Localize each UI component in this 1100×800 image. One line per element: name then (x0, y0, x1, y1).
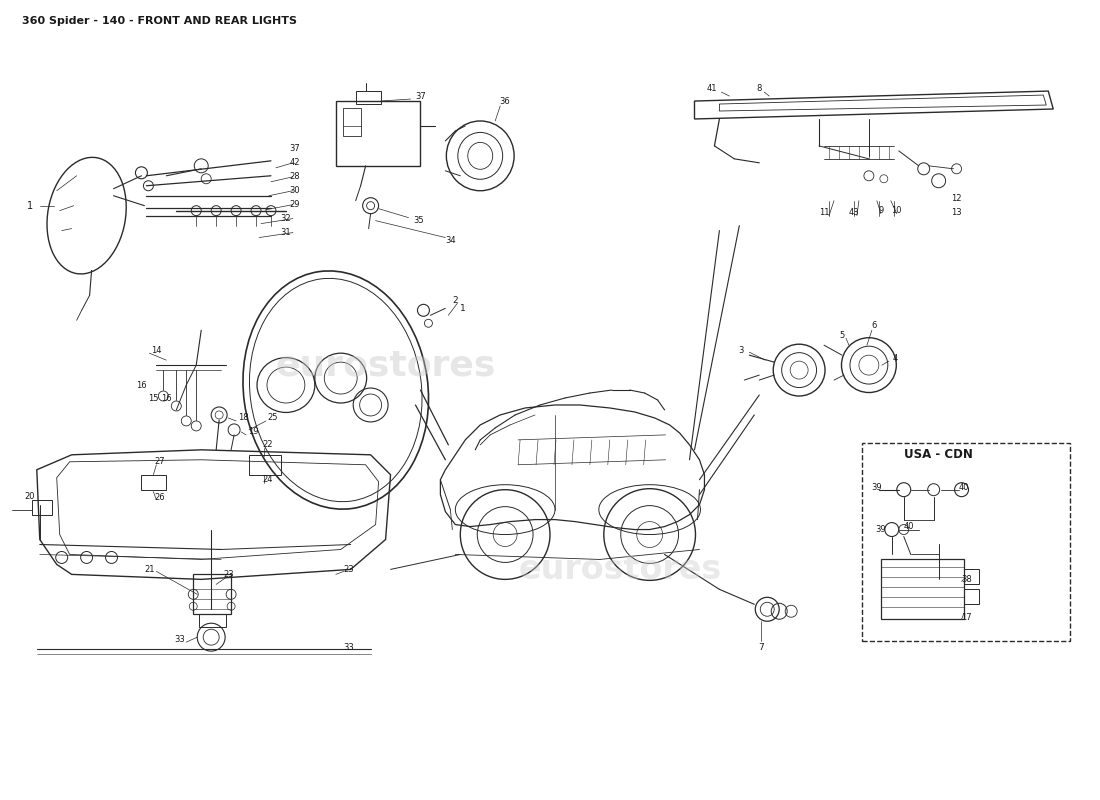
Text: 8: 8 (757, 83, 762, 93)
Text: 4: 4 (892, 354, 898, 362)
Text: 11: 11 (818, 208, 829, 217)
Text: 29: 29 (289, 200, 300, 209)
Text: 1: 1 (26, 201, 33, 210)
Text: 34: 34 (446, 236, 455, 245)
Text: 25: 25 (267, 414, 278, 422)
Text: 36: 36 (499, 97, 510, 106)
Text: 40: 40 (958, 483, 969, 492)
Text: 20: 20 (24, 492, 35, 501)
Text: 42: 42 (289, 158, 300, 167)
Text: 40: 40 (903, 522, 914, 531)
Text: 39: 39 (876, 525, 887, 534)
Text: 37: 37 (415, 91, 426, 101)
Text: eurostores: eurostores (518, 553, 722, 586)
Text: 19: 19 (248, 427, 258, 436)
Text: 38: 38 (961, 575, 972, 584)
Text: 13: 13 (952, 208, 961, 217)
Text: 16: 16 (136, 381, 146, 390)
Text: 18: 18 (238, 414, 249, 422)
Text: 37: 37 (289, 144, 300, 154)
Text: 22: 22 (263, 440, 273, 450)
Text: 7: 7 (758, 642, 764, 652)
Text: 15: 15 (148, 394, 158, 402)
Text: 41: 41 (706, 83, 717, 93)
Text: 32: 32 (280, 214, 292, 223)
Text: 2: 2 (452, 296, 458, 305)
Text: 5: 5 (839, 330, 845, 340)
Text: 28: 28 (289, 172, 300, 182)
Text: 23: 23 (223, 570, 234, 579)
Text: 24: 24 (263, 475, 273, 484)
Text: 16: 16 (161, 394, 172, 402)
Text: 9: 9 (878, 206, 883, 215)
Text: 360 Spider - 140 - FRONT AND REAR LIGHTS: 360 Spider - 140 - FRONT AND REAR LIGHTS (22, 16, 297, 26)
Text: 3: 3 (738, 346, 744, 354)
Text: 14: 14 (151, 346, 162, 354)
Text: 30: 30 (289, 186, 300, 195)
Text: 31: 31 (280, 228, 292, 237)
Text: USA - CDN: USA - CDN (904, 448, 974, 462)
Text: 10: 10 (891, 206, 902, 215)
Text: 27: 27 (154, 458, 165, 466)
Text: 12: 12 (952, 194, 961, 203)
Text: 6: 6 (871, 321, 877, 330)
Text: 23: 23 (343, 565, 354, 574)
Text: 35: 35 (414, 216, 424, 225)
Text: 17: 17 (961, 613, 972, 622)
Text: 33: 33 (174, 634, 185, 644)
Text: 26: 26 (154, 493, 165, 502)
Text: 21: 21 (144, 565, 155, 574)
Text: 39: 39 (871, 483, 882, 492)
Text: 33: 33 (343, 642, 354, 652)
Text: 1: 1 (461, 304, 466, 313)
Text: eurostores: eurostores (275, 348, 496, 382)
Text: 43: 43 (848, 208, 859, 217)
